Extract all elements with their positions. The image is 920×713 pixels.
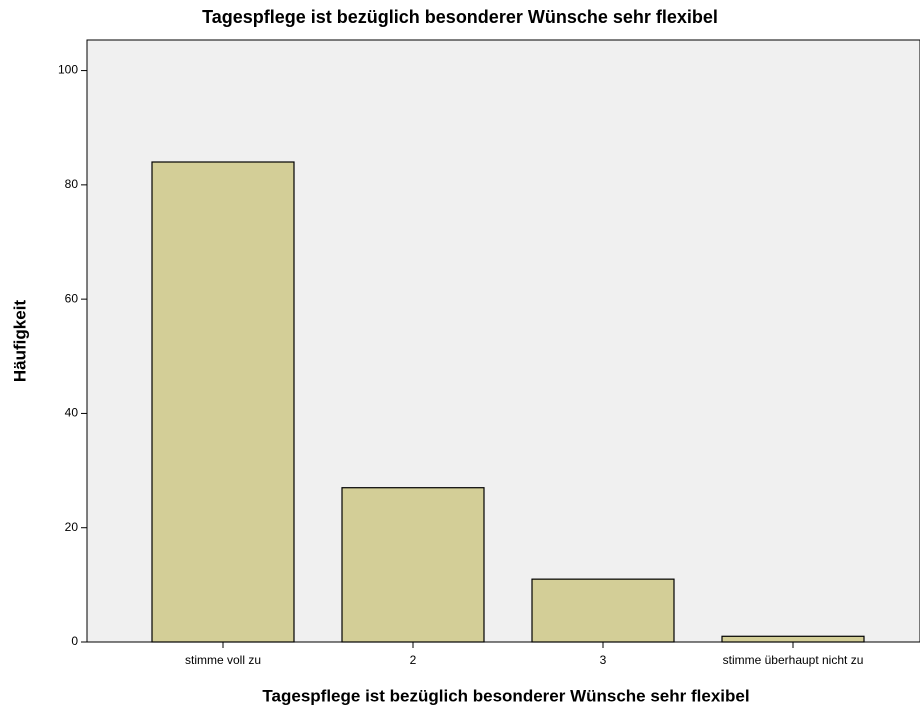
x-tick-label: 2 (410, 653, 417, 667)
bar (151, 161, 295, 643)
y-tick-label: 40 (65, 406, 79, 420)
chart-title: Tagespflege ist bezüglich besonderer Wün… (202, 7, 718, 27)
x-tick-label: 3 (600, 653, 607, 667)
y-axis-title: Häufigkeit (10, 300, 29, 383)
x-tick-label: stimme überhaupt nicht zu (723, 653, 864, 667)
y-tick-label: 80 (65, 177, 79, 191)
bar (531, 578, 675, 643)
y-tick-label: 60 (65, 291, 79, 305)
bar (341, 487, 485, 643)
bar (721, 635, 865, 643)
y-tick-label: 20 (65, 520, 79, 534)
y-tick-label: 100 (58, 63, 78, 77)
y-tick-label: 0 (71, 634, 78, 648)
x-axis-title: Tagespflege ist bezüglich besonderer Wün… (262, 686, 749, 705)
x-tick-label: stimme voll zu (185, 653, 261, 667)
